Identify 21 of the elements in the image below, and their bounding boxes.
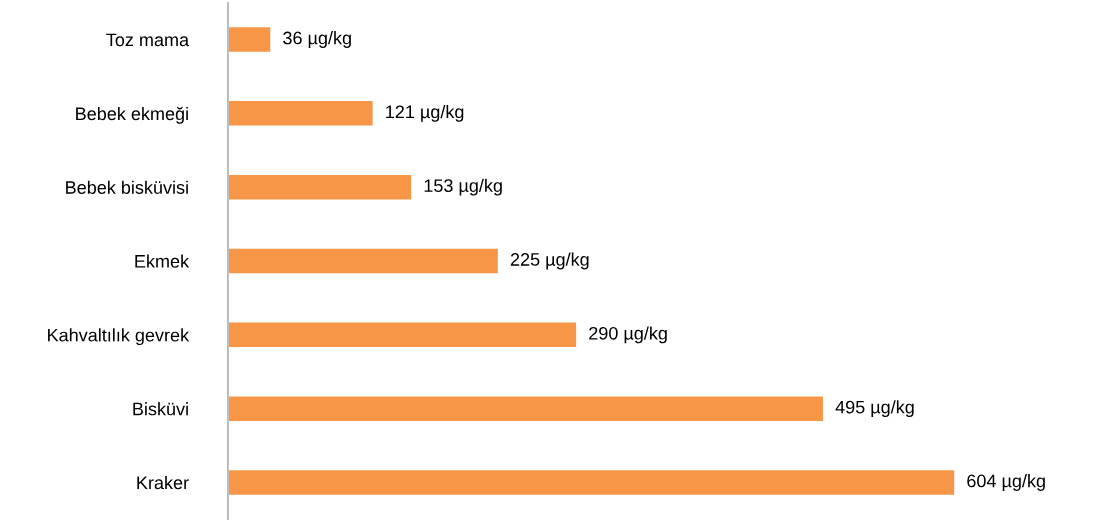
y-tick-label: Kraker <box>137 475 189 490</box>
bar <box>227 394 826 423</box>
y-tick-label: Bisküvi <box>133 402 188 416</box>
y-tick-label: Ekmek <box>135 254 190 268</box>
bar <box>227 468 957 497</box>
data-label: 225 µg/kg <box>510 252 589 270</box>
bar <box>227 320 579 350</box>
data-label: 36 µg/kg <box>283 31 351 48</box>
y-tick-label: Bebek ekmeği <box>76 106 188 124</box>
data-label: 290 µg/kg <box>589 326 667 344</box>
y-tick-label: Kahvaltılık gevrek <box>48 328 190 346</box>
data-label: 604 µg/kg <box>967 474 1045 491</box>
data-label: 153 µg/kg <box>424 178 502 196</box>
bar <box>227 172 414 202</box>
bar <box>227 25 273 54</box>
y-tick-label: Toz mama <box>106 33 190 47</box>
data-label: 121 µg/kg <box>386 104 464 122</box>
bar <box>227 246 500 276</box>
data-label: 495 µg/kg <box>835 400 914 418</box>
y-tick-label: Bebek bisküvisi <box>66 180 188 194</box>
bar <box>227 99 375 128</box>
